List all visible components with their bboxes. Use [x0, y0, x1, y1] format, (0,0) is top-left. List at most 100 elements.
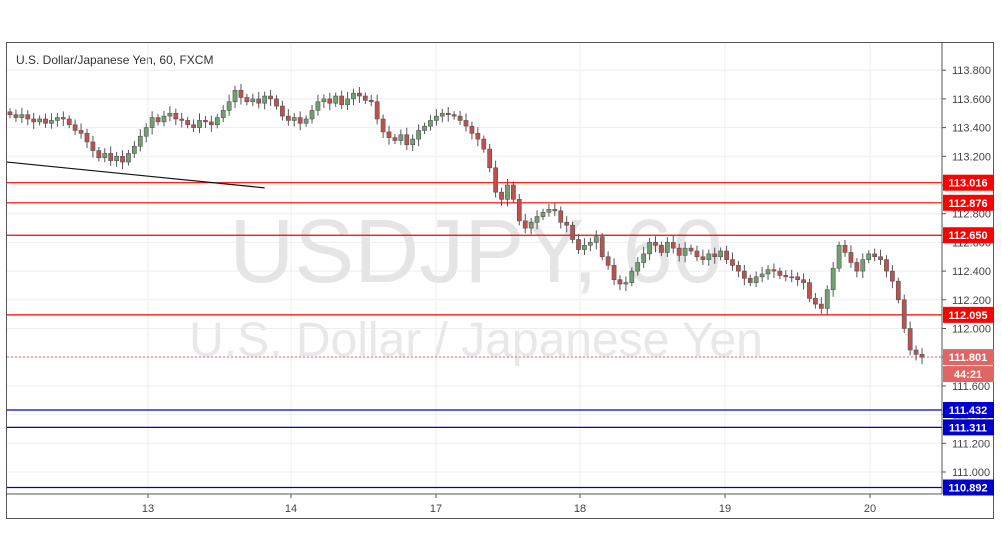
candle[interactable]: [161, 110, 167, 127]
candle[interactable]: [131, 140, 137, 158]
candle[interactable]: [232, 85, 238, 108]
candle[interactable]: [493, 160, 498, 198]
candle[interactable]: [386, 125, 392, 145]
candle[interactable]: [226, 94, 232, 116]
candle[interactable]: [747, 274, 753, 287]
candle[interactable]: [587, 237, 593, 252]
candle[interactable]: [108, 146, 114, 166]
candle[interactable]: [55, 113, 60, 127]
candle[interactable]: [522, 213, 528, 234]
candle[interactable]: [13, 109, 19, 123]
candle[interactable]: [72, 119, 78, 135]
candle[interactable]: [664, 237, 670, 257]
candle[interactable]: [49, 113, 54, 129]
candle[interactable]: [43, 113, 48, 128]
candle[interactable]: [647, 237, 652, 261]
candle[interactable]: [848, 245, 854, 268]
candle[interactable]: [256, 91, 262, 109]
candle[interactable]: [593, 230, 599, 250]
candle[interactable]: [309, 105, 315, 124]
candle[interactable]: [137, 129, 143, 152]
candle[interactable]: [410, 134, 416, 151]
candle[interactable]: [659, 241, 664, 257]
candle[interactable]: [795, 272, 801, 286]
candle[interactable]: [552, 202, 558, 217]
candle[interactable]: [635, 257, 641, 276]
candle[interactable]: [499, 187, 504, 206]
candle[interactable]: [339, 90, 345, 110]
candle[interactable]: [558, 206, 564, 229]
trendline[interactable]: [6, 161, 265, 189]
candle[interactable]: [842, 239, 848, 257]
candle[interactable]: [78, 123, 84, 139]
candle[interactable]: [706, 249, 712, 266]
candle[interactable]: [445, 107, 451, 122]
candle[interactable]: [777, 267, 783, 279]
candle[interactable]: [546, 204, 552, 217]
candle[interactable]: [143, 123, 149, 143]
candle[interactable]: [102, 148, 108, 163]
candle[interactable]: [244, 93, 250, 106]
candle[interactable]: [434, 109, 439, 126]
candle[interactable]: [120, 150, 125, 170]
candle[interactable]: [422, 122, 427, 135]
candle[interactable]: [96, 146, 102, 162]
candle[interactable]: [90, 135, 96, 158]
candlesticks[interactable]: [7, 84, 925, 365]
candle[interactable]: [641, 246, 647, 268]
candle[interactable]: [783, 270, 789, 282]
candle[interactable]: [676, 243, 682, 262]
candle[interactable]: [813, 293, 818, 309]
candle[interactable]: [19, 107, 25, 123]
candle[interactable]: [866, 250, 872, 264]
candle[interactable]: [25, 110, 31, 126]
candle[interactable]: [167, 106, 173, 122]
candle[interactable]: [126, 149, 131, 166]
candle[interactable]: [736, 260, 741, 278]
trendline[interactable]: [6, 161, 265, 189]
candle[interactable]: [268, 89, 273, 106]
candle[interactable]: [611, 258, 617, 286]
candle[interactable]: [315, 94, 321, 116]
candle[interactable]: [149, 111, 155, 135]
candle[interactable]: [274, 95, 279, 110]
candle[interactable]: [818, 297, 824, 314]
candle[interactable]: [197, 113, 202, 133]
candle[interactable]: [653, 236, 658, 253]
candle[interactable]: [528, 217, 534, 235]
candle[interactable]: [582, 238, 587, 255]
candle[interactable]: [854, 258, 860, 278]
candle[interactable]: [623, 276, 629, 292]
candle[interactable]: [872, 248, 877, 262]
candle[interactable]: [357, 86, 362, 104]
candle[interactable]: [398, 129, 404, 145]
candle[interactable]: [913, 345, 919, 361]
candle[interactable]: [380, 114, 386, 139]
candle[interactable]: [753, 271, 759, 288]
candle[interactable]: [511, 181, 516, 203]
candle[interactable]: [860, 253, 866, 279]
candle[interactable]: [830, 262, 836, 297]
candle[interactable]: [173, 108, 179, 126]
candle[interactable]: [576, 234, 581, 255]
candle[interactable]: [439, 108, 445, 123]
candle[interactable]: [297, 111, 303, 131]
candle[interactable]: [238, 84, 244, 105]
candle[interactable]: [368, 95, 374, 107]
candle[interactable]: [191, 119, 196, 133]
candle[interactable]: [629, 267, 635, 287]
candle[interactable]: [824, 285, 830, 315]
candle[interactable]: [759, 266, 765, 283]
candle[interactable]: [516, 194, 522, 226]
candle[interactable]: [262, 91, 268, 110]
candle[interactable]: [907, 321, 913, 356]
candle[interactable]: [605, 251, 611, 270]
candle[interactable]: [203, 115, 208, 129]
candle[interactable]: [540, 208, 546, 221]
horizontal-levels[interactable]: [7, 182, 942, 489]
candle[interactable]: [481, 135, 487, 153]
candle[interactable]: [345, 91, 350, 110]
candle[interactable]: [404, 127, 410, 151]
candle[interactable]: [374, 94, 380, 125]
